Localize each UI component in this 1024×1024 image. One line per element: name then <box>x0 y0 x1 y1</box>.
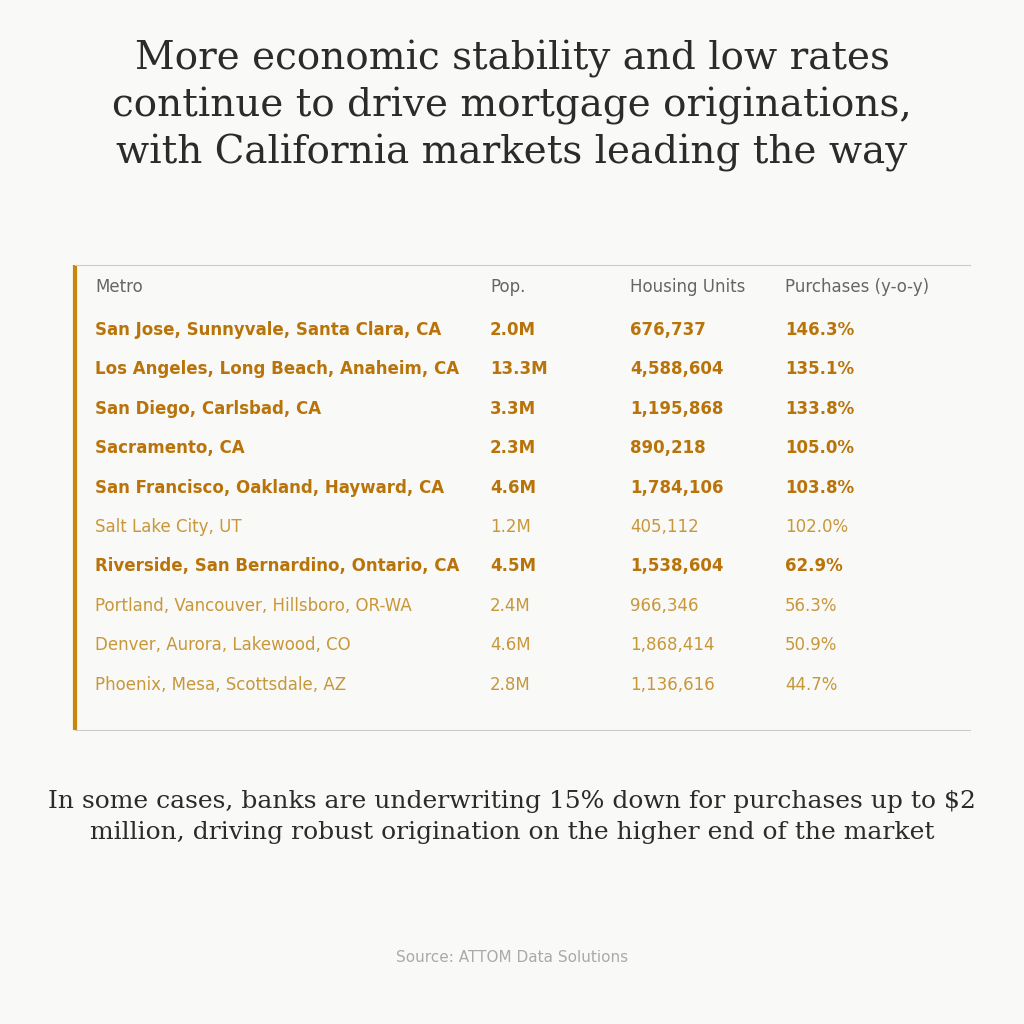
Text: More economic stability and low rates
continue to drive mortgage originations,
w: More economic stability and low rates co… <box>112 40 912 172</box>
Text: 44.7%: 44.7% <box>785 676 838 693</box>
Text: 2.3M: 2.3M <box>490 439 537 458</box>
Text: 1,784,106: 1,784,106 <box>630 478 724 497</box>
Text: San Jose, Sunnyvale, Santa Clara, CA: San Jose, Sunnyvale, Santa Clara, CA <box>95 321 441 339</box>
Text: 1.2M: 1.2M <box>490 518 530 536</box>
Text: 2.4M: 2.4M <box>490 597 530 614</box>
Text: 676,737: 676,737 <box>630 321 706 339</box>
Text: 4.6M: 4.6M <box>490 636 530 654</box>
Text: 13.3M: 13.3M <box>490 360 548 379</box>
Text: Denver, Aurora, Lakewood, CO: Denver, Aurora, Lakewood, CO <box>95 636 350 654</box>
Text: 50.9%: 50.9% <box>785 636 838 654</box>
Text: San Diego, Carlsbad, CA: San Diego, Carlsbad, CA <box>95 399 322 418</box>
Text: Phoenix, Mesa, Scottsdale, AZ: Phoenix, Mesa, Scottsdale, AZ <box>95 676 346 693</box>
Text: 966,346: 966,346 <box>630 597 698 614</box>
Text: 105.0%: 105.0% <box>785 439 854 458</box>
Text: 405,112: 405,112 <box>630 518 698 536</box>
Text: Housing Units: Housing Units <box>630 278 745 296</box>
Text: Riverside, San Bernardino, Ontario, CA: Riverside, San Bernardino, Ontario, CA <box>95 557 460 575</box>
Text: 1,136,616: 1,136,616 <box>630 676 715 693</box>
Text: 4.6M: 4.6M <box>490 478 536 497</box>
Text: 1,868,414: 1,868,414 <box>630 636 715 654</box>
Text: 56.3%: 56.3% <box>785 597 838 614</box>
Text: 135.1%: 135.1% <box>785 360 854 379</box>
Text: 1,538,604: 1,538,604 <box>630 557 724 575</box>
Text: 1,195,868: 1,195,868 <box>630 399 723 418</box>
Text: Source: ATTOM Data Solutions: Source: ATTOM Data Solutions <box>396 950 628 965</box>
Text: 2.8M: 2.8M <box>490 676 530 693</box>
Text: 102.0%: 102.0% <box>785 518 848 536</box>
Text: Sacramento, CA: Sacramento, CA <box>95 439 245 458</box>
Text: 146.3%: 146.3% <box>785 321 854 339</box>
Text: 4.5M: 4.5M <box>490 557 536 575</box>
Text: In some cases, banks are underwriting 15% down for purchases up to $2
million, d: In some cases, banks are underwriting 15… <box>48 790 976 844</box>
Text: Portland, Vancouver, Hillsboro, OR-WA: Portland, Vancouver, Hillsboro, OR-WA <box>95 597 412 614</box>
Text: 2.0M: 2.0M <box>490 321 536 339</box>
Text: San Francisco, Oakland, Hayward, CA: San Francisco, Oakland, Hayward, CA <box>95 478 444 497</box>
Text: Purchases (y-o-y): Purchases (y-o-y) <box>785 278 929 296</box>
Text: Pop.: Pop. <box>490 278 525 296</box>
Text: Salt Lake City, UT: Salt Lake City, UT <box>95 518 242 536</box>
Text: 4,588,604: 4,588,604 <box>630 360 724 379</box>
Text: 3.3M: 3.3M <box>490 399 537 418</box>
Text: 133.8%: 133.8% <box>785 399 854 418</box>
Text: 890,218: 890,218 <box>630 439 706 458</box>
Text: Los Angeles, Long Beach, Anaheim, CA: Los Angeles, Long Beach, Anaheim, CA <box>95 360 459 379</box>
Text: 103.8%: 103.8% <box>785 478 854 497</box>
Text: Metro: Metro <box>95 278 142 296</box>
Text: 62.9%: 62.9% <box>785 557 843 575</box>
